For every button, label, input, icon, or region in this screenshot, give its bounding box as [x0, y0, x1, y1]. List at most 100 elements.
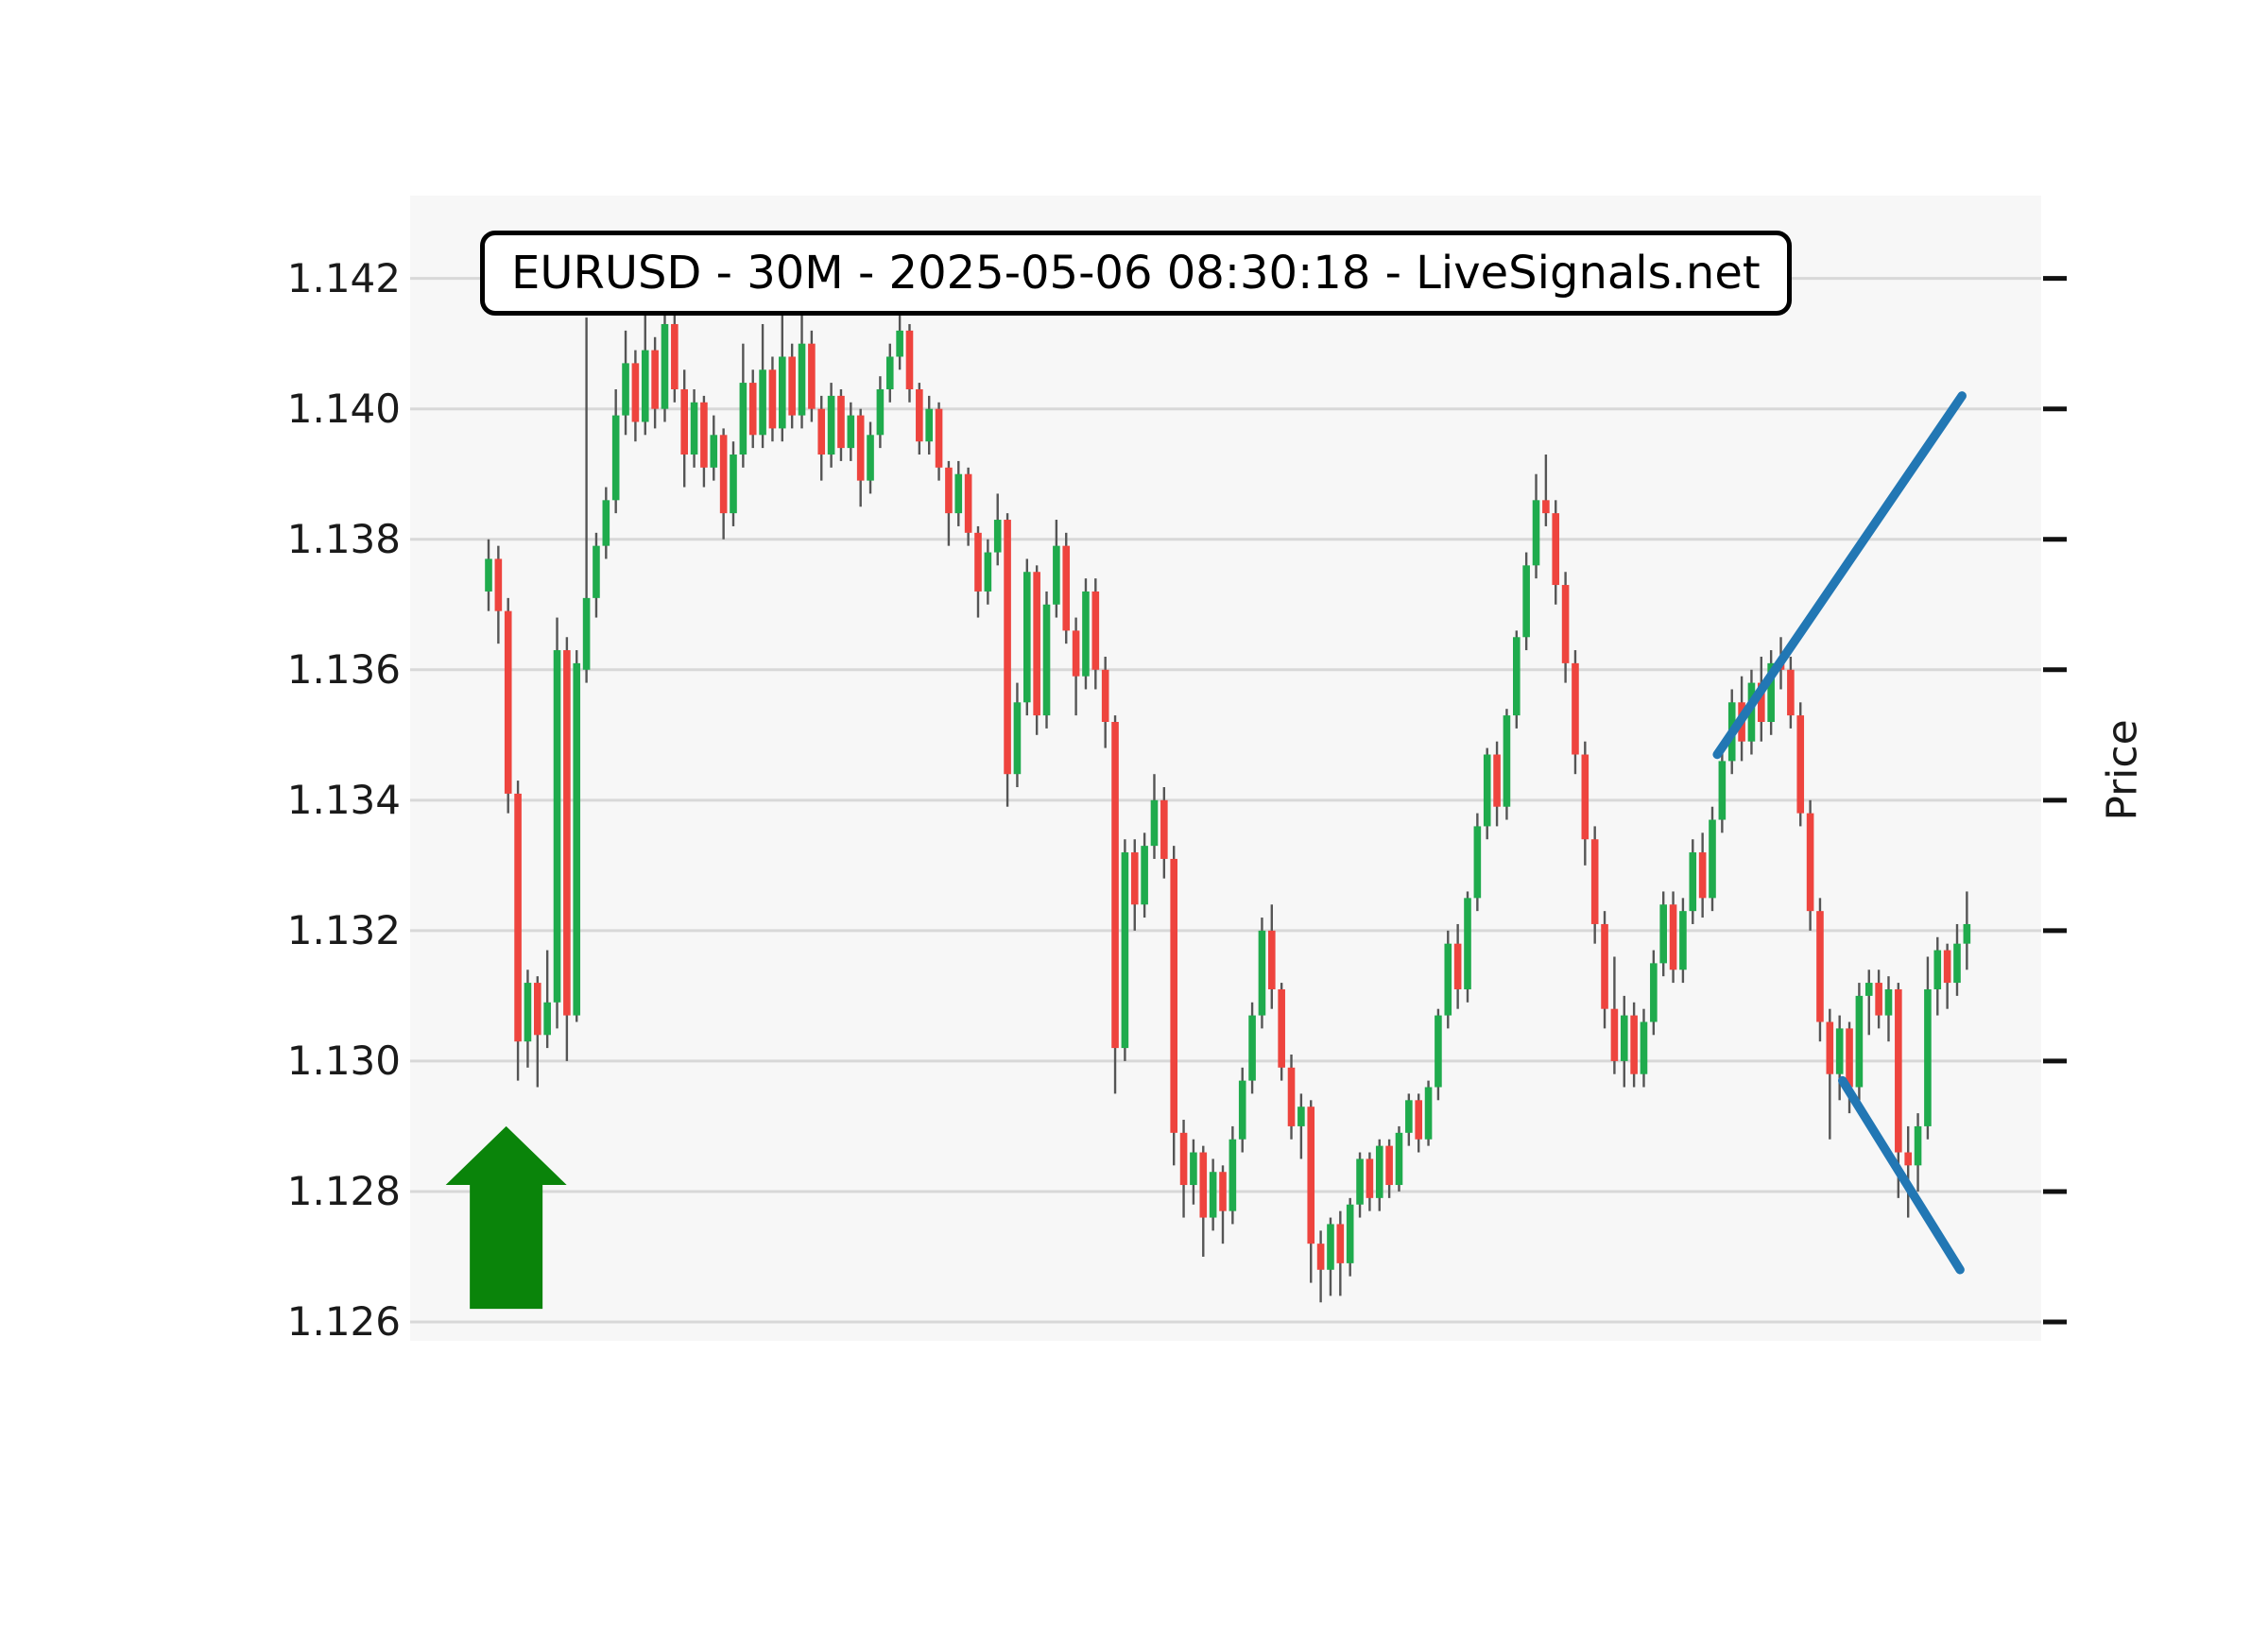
- candle-wick: [1867, 969, 1870, 1036]
- candle-down: [671, 323, 679, 389]
- candle-up: [1395, 1132, 1403, 1186]
- falling-trend-line: [1838, 1075, 1965, 1275]
- candle-down: [808, 343, 816, 409]
- candle-down: [1542, 500, 1550, 514]
- candle-up: [553, 650, 561, 1003]
- candle-up: [1767, 662, 1775, 722]
- candle-down: [748, 383, 757, 436]
- candle-down: [768, 369, 777, 429]
- candle-up: [710, 435, 718, 468]
- candle-down: [1336, 1224, 1345, 1263]
- candle-up: [1709, 819, 1716, 899]
- candle-down: [788, 356, 796, 416]
- candle-up: [984, 552, 992, 592]
- candle-up: [1464, 898, 1471, 989]
- candle-up: [1963, 923, 1971, 944]
- candle-up: [779, 356, 786, 429]
- candle-up: [1258, 930, 1266, 1016]
- candle-up: [1835, 1028, 1844, 1074]
- candle-up: [1141, 846, 1148, 905]
- candle-down: [1268, 930, 1276, 989]
- candle-up: [1532, 500, 1540, 566]
- candle-down: [1572, 662, 1579, 755]
- candle-up: [661, 323, 669, 409]
- y-tick-label: 1.136: [286, 645, 401, 693]
- candle-down: [631, 363, 640, 422]
- candle-down: [1943, 950, 1951, 984]
- candle-up: [1650, 963, 1658, 1022]
- candle-up: [1679, 911, 1687, 970]
- candle-down: [1101, 669, 1109, 722]
- candle-up: [1513, 637, 1521, 716]
- candle-up: [1483, 754, 1491, 827]
- candle-up: [1346, 1204, 1354, 1263]
- candle-up: [847, 415, 855, 449]
- chart-title: EURUSD - 30M - 2025-05-06 08:30:18 - Liv…: [480, 231, 1792, 316]
- candle-up: [798, 343, 806, 416]
- candle-wick: [545, 950, 549, 1049]
- candle-up: [524, 983, 532, 1042]
- candle-up: [593, 545, 600, 598]
- y-tick-label: 1.134: [286, 776, 401, 823]
- candle-wick: [585, 317, 588, 683]
- candle-down: [1904, 1152, 1912, 1166]
- candle-down: [1552, 513, 1560, 586]
- candle-up: [641, 350, 649, 422]
- candle-up: [1424, 1087, 1433, 1140]
- candle-down: [1287, 1067, 1296, 1126]
- candle-down: [1826, 1021, 1834, 1074]
- candle-up: [739, 383, 747, 455]
- candle-down: [945, 467, 953, 514]
- candle-up: [1884, 988, 1893, 1016]
- candle-down: [1033, 572, 1040, 716]
- candle-down: [1278, 988, 1285, 1068]
- candle-up: [1190, 1152, 1197, 1186]
- candle-down: [1561, 585, 1570, 663]
- candle-up: [690, 402, 698, 455]
- candle-up: [1689, 852, 1697, 912]
- candle-up: [1855, 995, 1864, 1088]
- candle-down: [1669, 904, 1677, 970]
- candle-up: [1718, 761, 1727, 820]
- candle-down: [514, 793, 522, 1042]
- candle-down: [1160, 799, 1168, 859]
- candle-up: [573, 662, 581, 1016]
- candle-down: [719, 435, 728, 514]
- candle-up: [954, 473, 963, 514]
- candle-up: [1082, 591, 1090, 677]
- candle-up: [1248, 1015, 1256, 1081]
- candle-up: [1522, 565, 1530, 638]
- candle-down: [1493, 754, 1501, 807]
- candle-up: [1023, 572, 1031, 703]
- candle-up: [1238, 1080, 1246, 1140]
- candle-down: [563, 650, 571, 1016]
- candle-down: [1111, 721, 1119, 1049]
- candle-down: [1590, 839, 1599, 924]
- y-tick-label: 1.140: [286, 385, 401, 432]
- candle-up: [1933, 950, 1942, 989]
- candle-down: [1601, 923, 1608, 1009]
- candle-up: [582, 597, 591, 670]
- candle-down: [1004, 520, 1011, 775]
- candle-down: [1758, 682, 1765, 722]
- candle-up: [1150, 799, 1159, 847]
- candle-up: [1435, 1015, 1442, 1088]
- candle-up: [1228, 1139, 1237, 1211]
- y-tick-label: 1.126: [286, 1297, 401, 1345]
- candle-up: [1297, 1107, 1305, 1126]
- candle-down: [1062, 545, 1071, 631]
- candle-down: [817, 408, 826, 455]
- candle-wick: [1907, 1125, 1910, 1218]
- candle-down: [534, 983, 541, 1036]
- candle-up: [925, 408, 933, 442]
- candle-down: [651, 350, 659, 409]
- candle-down: [1846, 1028, 1853, 1088]
- candle-down: [700, 402, 708, 468]
- candle-down: [1219, 1172, 1227, 1211]
- candle-up: [827, 395, 835, 455]
- candle-up: [485, 558, 492, 592]
- candle-up: [1405, 1100, 1413, 1133]
- candle-down: [905, 330, 914, 389]
- rising-trend-line: [1712, 391, 1967, 760]
- candle-down: [1307, 1107, 1315, 1244]
